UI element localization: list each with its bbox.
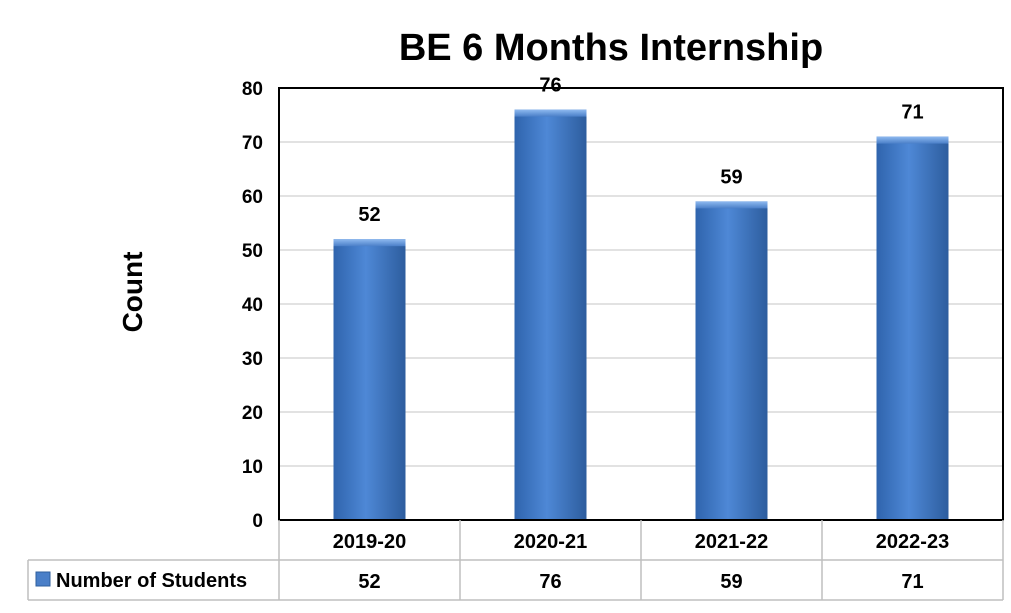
bar	[695, 201, 768, 520]
y-axis-ticks: 0 10 20 30 40 50 60 70 80	[242, 79, 263, 532]
table-value: 52	[358, 571, 380, 593]
x-tick-label: 2019-20	[333, 531, 406, 553]
bar-cap	[695, 201, 768, 209]
table-value: 76	[539, 571, 561, 593]
y-tick-label: 80	[242, 79, 263, 100]
x-tick-label: 2021-22	[695, 531, 768, 553]
y-tick-label: 70	[242, 133, 263, 154]
bar	[876, 136, 949, 520]
bar	[514, 109, 587, 520]
bar-cap	[333, 239, 406, 247]
data-label: 52	[358, 204, 380, 226]
y-tick-label: 60	[242, 187, 263, 208]
bars	[333, 109, 949, 520]
data-label: 71	[901, 102, 923, 124]
bar-cap	[514, 109, 587, 117]
y-axis-label: Count	[117, 252, 148, 333]
table-value: 71	[901, 571, 923, 593]
y-tick-label: 10	[242, 457, 263, 478]
chart-title: BE 6 Months Internship	[399, 27, 823, 69]
data-labels: 52 76 59 71	[358, 75, 923, 227]
y-tick-label: 30	[242, 349, 263, 370]
legend-swatch	[35, 571, 51, 587]
table-value: 59	[720, 571, 742, 593]
x-tick-label: 2022-23	[876, 531, 949, 553]
x-tick-label: 2020-21	[514, 531, 587, 553]
data-table: 2019-20 2020-21 2021-22 2022-23 52 76 59 71 Numb…	[27, 520, 1004, 601]
y-tick-label: 0	[252, 511, 263, 532]
bar	[333, 239, 406, 520]
y-tick-label: 50	[242, 241, 263, 262]
bar-cap	[876, 136, 949, 144]
data-label: 59	[720, 166, 742, 188]
y-tick-label: 20	[242, 403, 263, 424]
y-tick-label: 40	[242, 295, 263, 316]
legend-label: Number of Students	[56, 570, 247, 592]
data-label: 76	[539, 75, 561, 97]
